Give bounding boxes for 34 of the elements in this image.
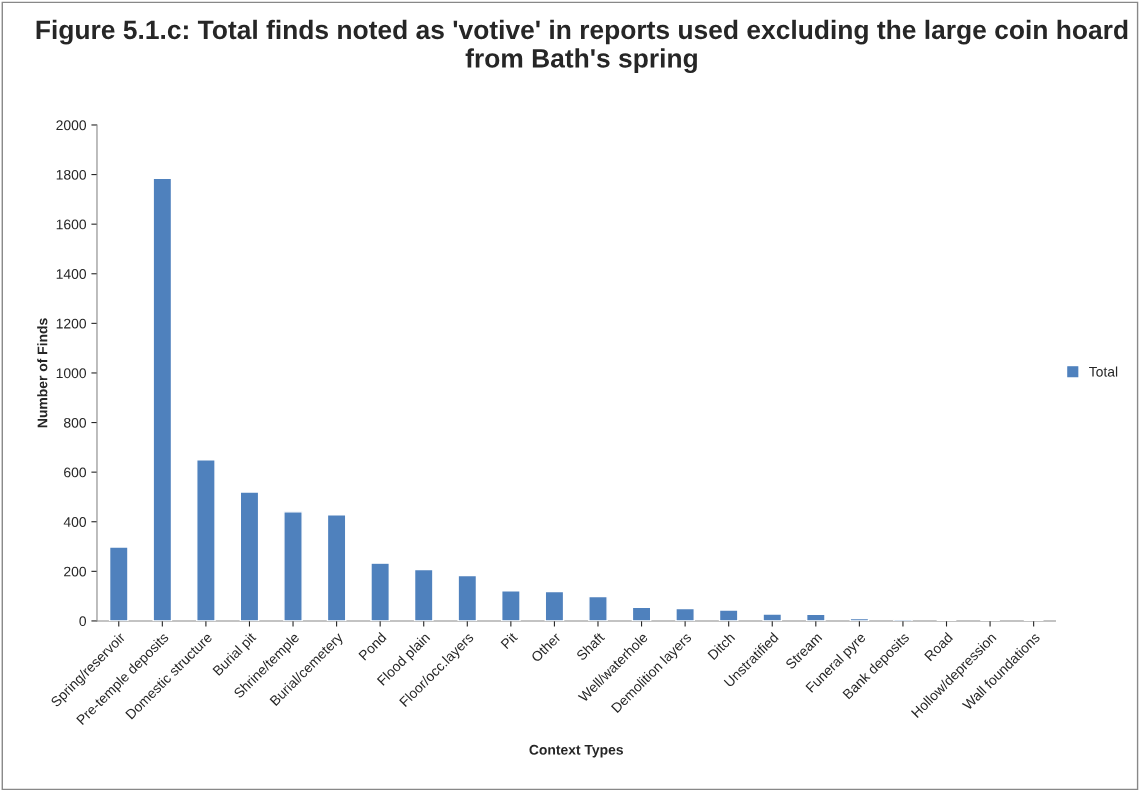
y-tick-label: 1000 [56,368,87,379]
x-tick-label: Pit [500,631,518,650]
bar [849,617,870,621]
y-tick-label: 1600 [56,219,87,230]
y-tick-label: 1800 [56,169,87,180]
y-tick-label: 600 [64,467,87,478]
bar [718,609,739,621]
bar [108,546,129,621]
bar [457,574,478,621]
bar [544,590,565,621]
y-tick-label: 1400 [56,269,87,279]
bar [152,177,173,621]
y-tick-label: 0 [79,616,87,627]
y-axis-title: Number of Finds [37,318,48,428]
bar [370,562,391,621]
legend-label: Total [1089,366,1118,377]
chart-title: Figure 5.1.c: Total finds noted as 'votive' in reports used excluding the large coin hoard from Bath's spring [36,19,1128,74]
y-tick-label: 200 [64,566,87,577]
bar [501,589,521,621]
y-tick-label: 800 [64,417,87,428]
bar [675,607,695,621]
y-tick-label: 2000 [56,120,87,131]
y-tick-label: 1200 [56,318,87,329]
bar [762,613,783,621]
bar [196,459,216,621]
bar [631,606,652,621]
x-axis-title: Context Types [529,744,623,758]
bar [283,511,303,621]
bar [805,613,826,621]
y-tick-label: 400 [63,517,87,527]
bar [239,491,260,621]
bar [588,595,608,621]
bar [413,568,434,621]
bar [326,514,347,621]
